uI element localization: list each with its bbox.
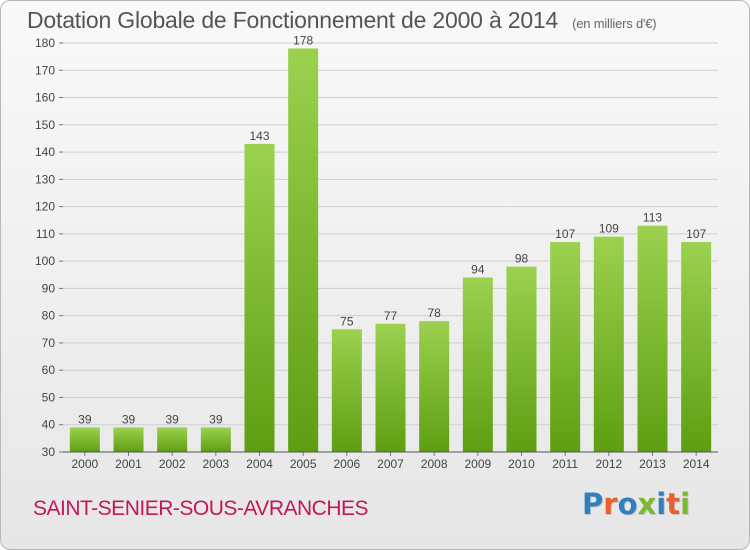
- y-tick-label: 180: [35, 36, 55, 50]
- x-tick-label-2014: 2014: [683, 457, 710, 471]
- y-tick-label: 50: [42, 390, 56, 404]
- data-label-2006: 75: [340, 314, 354, 328]
- bars: [69, 48, 712, 453]
- data-label-2002: 39: [165, 412, 179, 426]
- logo-letter: i: [680, 487, 691, 521]
- data-label-2007: 77: [384, 309, 398, 323]
- x-axis-ticks: 2000 2001 2002 2003 2004 2005 2006 2007 2008 2009…: [71, 452, 710, 471]
- data-label-2003: 39: [209, 412, 223, 426]
- bar-2004: [244, 143, 275, 453]
- x-tick-label-2000: 2000: [71, 457, 98, 471]
- data-label-2011: 107: [555, 227, 575, 241]
- y-tick-label: 110: [36, 227, 55, 241]
- bar-2006: [331, 329, 362, 452]
- y-tick-label: 140: [35, 145, 55, 159]
- x-tick-label-2004: 2004: [246, 457, 273, 471]
- data-label-2000: 39: [78, 412, 92, 426]
- logo-letter: o: [617, 487, 638, 521]
- bar-2010: [506, 266, 537, 452]
- y-tick-label: 60: [42, 363, 56, 377]
- unit-note: (en milliers d'€): [572, 16, 657, 31]
- data-label-2005: 178: [293, 33, 313, 47]
- y-tick-label: 170: [35, 63, 55, 77]
- bar-2001: [113, 427, 144, 452]
- chart-title-text: Dotation Globale de Fonctionnement de 20…: [27, 7, 559, 33]
- bar-2014: [681, 242, 712, 452]
- logo-letter: i: [656, 487, 667, 521]
- x-tick-label-2006: 2006: [333, 457, 360, 471]
- y-tick-label: 150: [35, 118, 55, 132]
- data-label-2009: 94: [471, 262, 485, 276]
- y-tick-label: 160: [35, 91, 55, 105]
- logo-letter: P: [582, 487, 604, 521]
- x-tick-label-2010: 2010: [508, 457, 535, 471]
- bar-2012: [593, 236, 624, 452]
- logo-letter: x: [637, 487, 657, 521]
- data-labels: 39 39 39 39 143 178 75 77 78 94 98 107 109 113 107: [78, 33, 706, 426]
- proxiti-logo[interactable]: Proxiti: [582, 487, 690, 521]
- chart-title: Dotation Globale de Fonctionnement de 20…: [27, 7, 657, 34]
- x-tick-label-2007: 2007: [377, 457, 404, 471]
- y-tick-label: 130: [35, 172, 55, 186]
- x-tick-label-2005: 2005: [290, 457, 317, 471]
- y-tick-label: 40: [42, 418, 56, 432]
- bar-2002: [157, 427, 188, 452]
- logo-letter: r: [603, 487, 618, 521]
- x-tick-label-2008: 2008: [421, 457, 448, 471]
- bar-2011: [550, 242, 581, 452]
- data-label-2004: 143: [249, 129, 269, 143]
- bar-2009: [462, 277, 493, 452]
- x-tick-label-2002: 2002: [159, 457, 186, 471]
- bar-2003: [200, 427, 231, 452]
- x-tick-label-2001: 2001: [115, 457, 142, 471]
- y-tick-label: 30: [42, 445, 56, 459]
- y-tick-label: 70: [42, 336, 56, 350]
- logo-letter: t: [666, 487, 681, 521]
- bar-2013: [637, 225, 668, 452]
- y-axis-ticks: 30 40 50 60 70 80 90 100 110 120 130 140 150 160 170 18…: [35, 36, 63, 459]
- bar-2007: [375, 323, 406, 452]
- y-tick-label: 100: [35, 254, 55, 268]
- data-label-2013: 113: [643, 211, 662, 225]
- commune-name: SAINT-SENIER-SOUS-AVRANCHES: [33, 497, 369, 520]
- bar-2008: [419, 321, 450, 452]
- bar-2000: [69, 427, 100, 452]
- y-tick-label: 90: [42, 281, 56, 295]
- x-tick-label-2011: 2011: [552, 457, 578, 471]
- data-label-2008: 78: [427, 306, 441, 320]
- data-label-2012: 109: [599, 222, 619, 236]
- data-label-2014: 107: [686, 227, 706, 241]
- y-tick-label: 80: [42, 309, 56, 323]
- x-tick-label-2012: 2012: [595, 457, 622, 471]
- bar-2005: [288, 48, 319, 452]
- y-tick-label: 120: [35, 200, 55, 214]
- x-tick-label-2013: 2013: [639, 457, 666, 471]
- x-tick-label-2003: 2003: [202, 457, 229, 471]
- data-label-2010: 98: [515, 252, 529, 266]
- data-label-2001: 39: [122, 412, 136, 426]
- x-tick-label-2009: 2009: [464, 457, 491, 471]
